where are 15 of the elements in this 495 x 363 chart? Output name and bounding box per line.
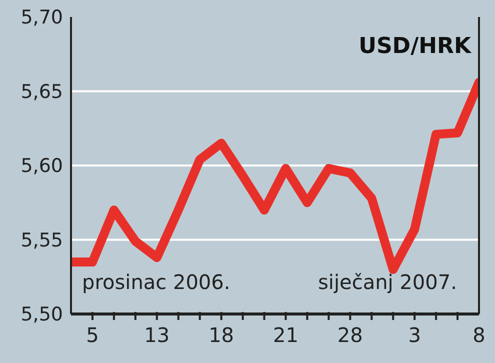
x-tick-label: 8 — [472, 323, 486, 347]
x-tick-label: 21 — [273, 323, 298, 347]
x-tick-label: 28 — [337, 323, 363, 347]
y-tick-label: 5,60 — [20, 155, 63, 178]
y-tick-label: 5,55 — [20, 229, 63, 252]
x-tick-label: 13 — [144, 323, 170, 347]
y-tick-label: 5,70 — [20, 6, 63, 29]
x-tick-label: 3 — [408, 323, 421, 347]
annotation: siječanj 2007. — [318, 270, 457, 294]
x-tick-label: 5 — [86, 323, 99, 347]
text: USD/HRK — [358, 34, 471, 59]
y-tick-label: 5,65 — [20, 80, 63, 103]
annotation: prosinac 2006. — [82, 270, 230, 294]
y-tick-label: 5,50 — [20, 304, 63, 326]
x-tick-label: 18 — [208, 323, 234, 347]
